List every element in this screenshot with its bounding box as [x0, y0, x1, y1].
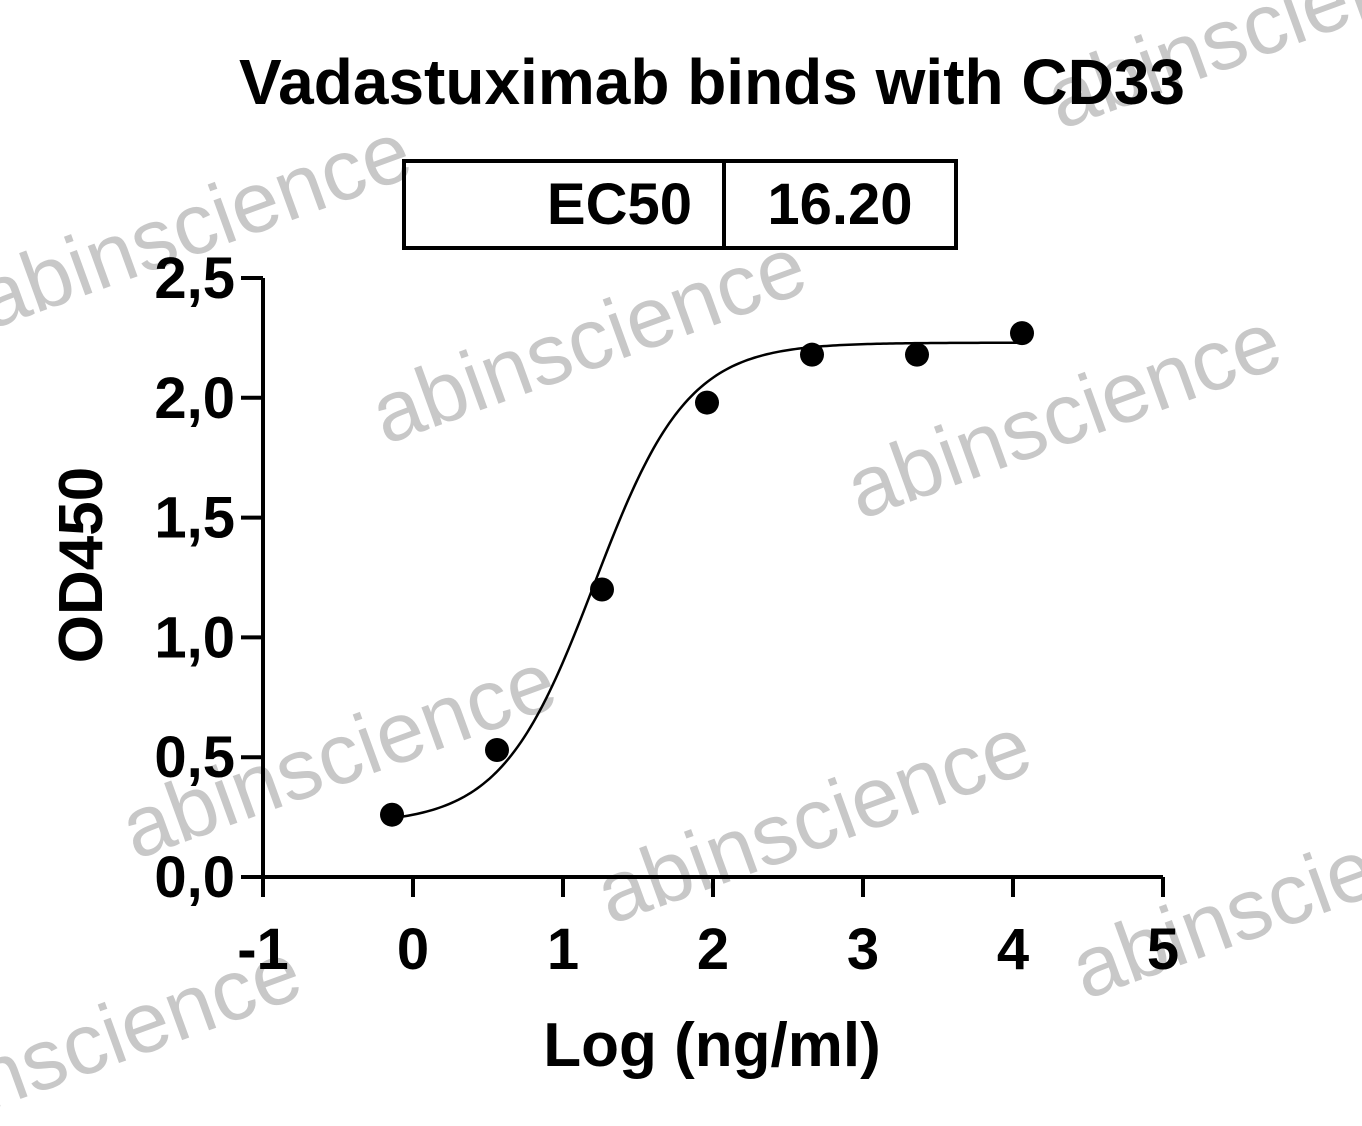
data-point — [380, 802, 404, 827]
y-tick-label: 2,0 — [154, 366, 235, 431]
ec50-label: EC50 — [547, 172, 692, 237]
watermark-text: abinscience — [0, 102, 423, 348]
watermark-text: abinscience — [359, 217, 819, 463]
y-axis-label: OD450 — [47, 467, 116, 663]
data-point — [590, 577, 614, 602]
data-point — [800, 342, 824, 367]
ec50-table: EC50 16.20 — [402, 159, 958, 250]
ec50-table-border — [402, 159, 958, 250]
x-tick-label: 4 — [997, 917, 1029, 982]
y-tick-label: 1,5 — [154, 486, 235, 551]
y-tick-label: 0,0 — [154, 845, 235, 910]
data-point — [1010, 321, 1034, 346]
x-tick-label: -1 — [237, 917, 289, 982]
x-tick-label: 5 — [1147, 917, 1179, 982]
data-points — [380, 321, 1034, 827]
watermark-text: abinscience — [584, 697, 1044, 943]
watermark-text: abinscience — [1059, 772, 1362, 1018]
data-point — [695, 390, 719, 415]
x-tick-label: 1 — [547, 917, 579, 982]
y-tick-label: 0,5 — [154, 725, 235, 790]
data-point — [905, 342, 929, 367]
data-point — [485, 738, 509, 763]
x-tick-label: 3 — [847, 917, 879, 982]
x-tick-label: 2 — [697, 917, 729, 982]
y-tick-label: 2,5 — [154, 246, 235, 311]
x-tick-label: 0 — [397, 917, 429, 982]
x-axis-label: Log (ng/ml) — [543, 1011, 880, 1080]
chart-title: Vadastuximab binds with CD33 — [239, 46, 1185, 118]
watermark-text: abinscience — [834, 292, 1294, 538]
ec50-value: 16.20 — [767, 172, 912, 237]
axes: 0,0 0,5 1,0 1,5 2,0 2,5 -1 0 1 2 3 4 5 — [154, 246, 1179, 982]
y-tick-label: 1,0 — [154, 605, 235, 670]
